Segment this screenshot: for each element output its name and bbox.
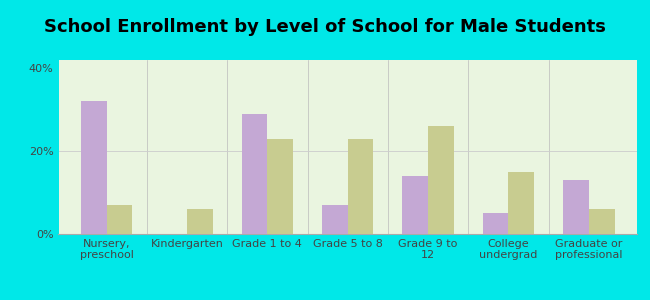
Bar [242, 114, 267, 234]
Bar [483, 213, 508, 234]
Bar [107, 205, 133, 234]
Bar [187, 209, 213, 234]
Bar [322, 205, 348, 234]
Text: School Enrollment by Level of School for Male Students: School Enrollment by Level of School for… [44, 18, 606, 36]
Bar [81, 101, 107, 234]
Bar [348, 139, 374, 234]
Bar [589, 209, 614, 234]
Bar [563, 180, 589, 234]
Bar [402, 176, 428, 234]
Bar [267, 139, 293, 234]
Bar [428, 126, 454, 234]
Bar [508, 172, 534, 234]
